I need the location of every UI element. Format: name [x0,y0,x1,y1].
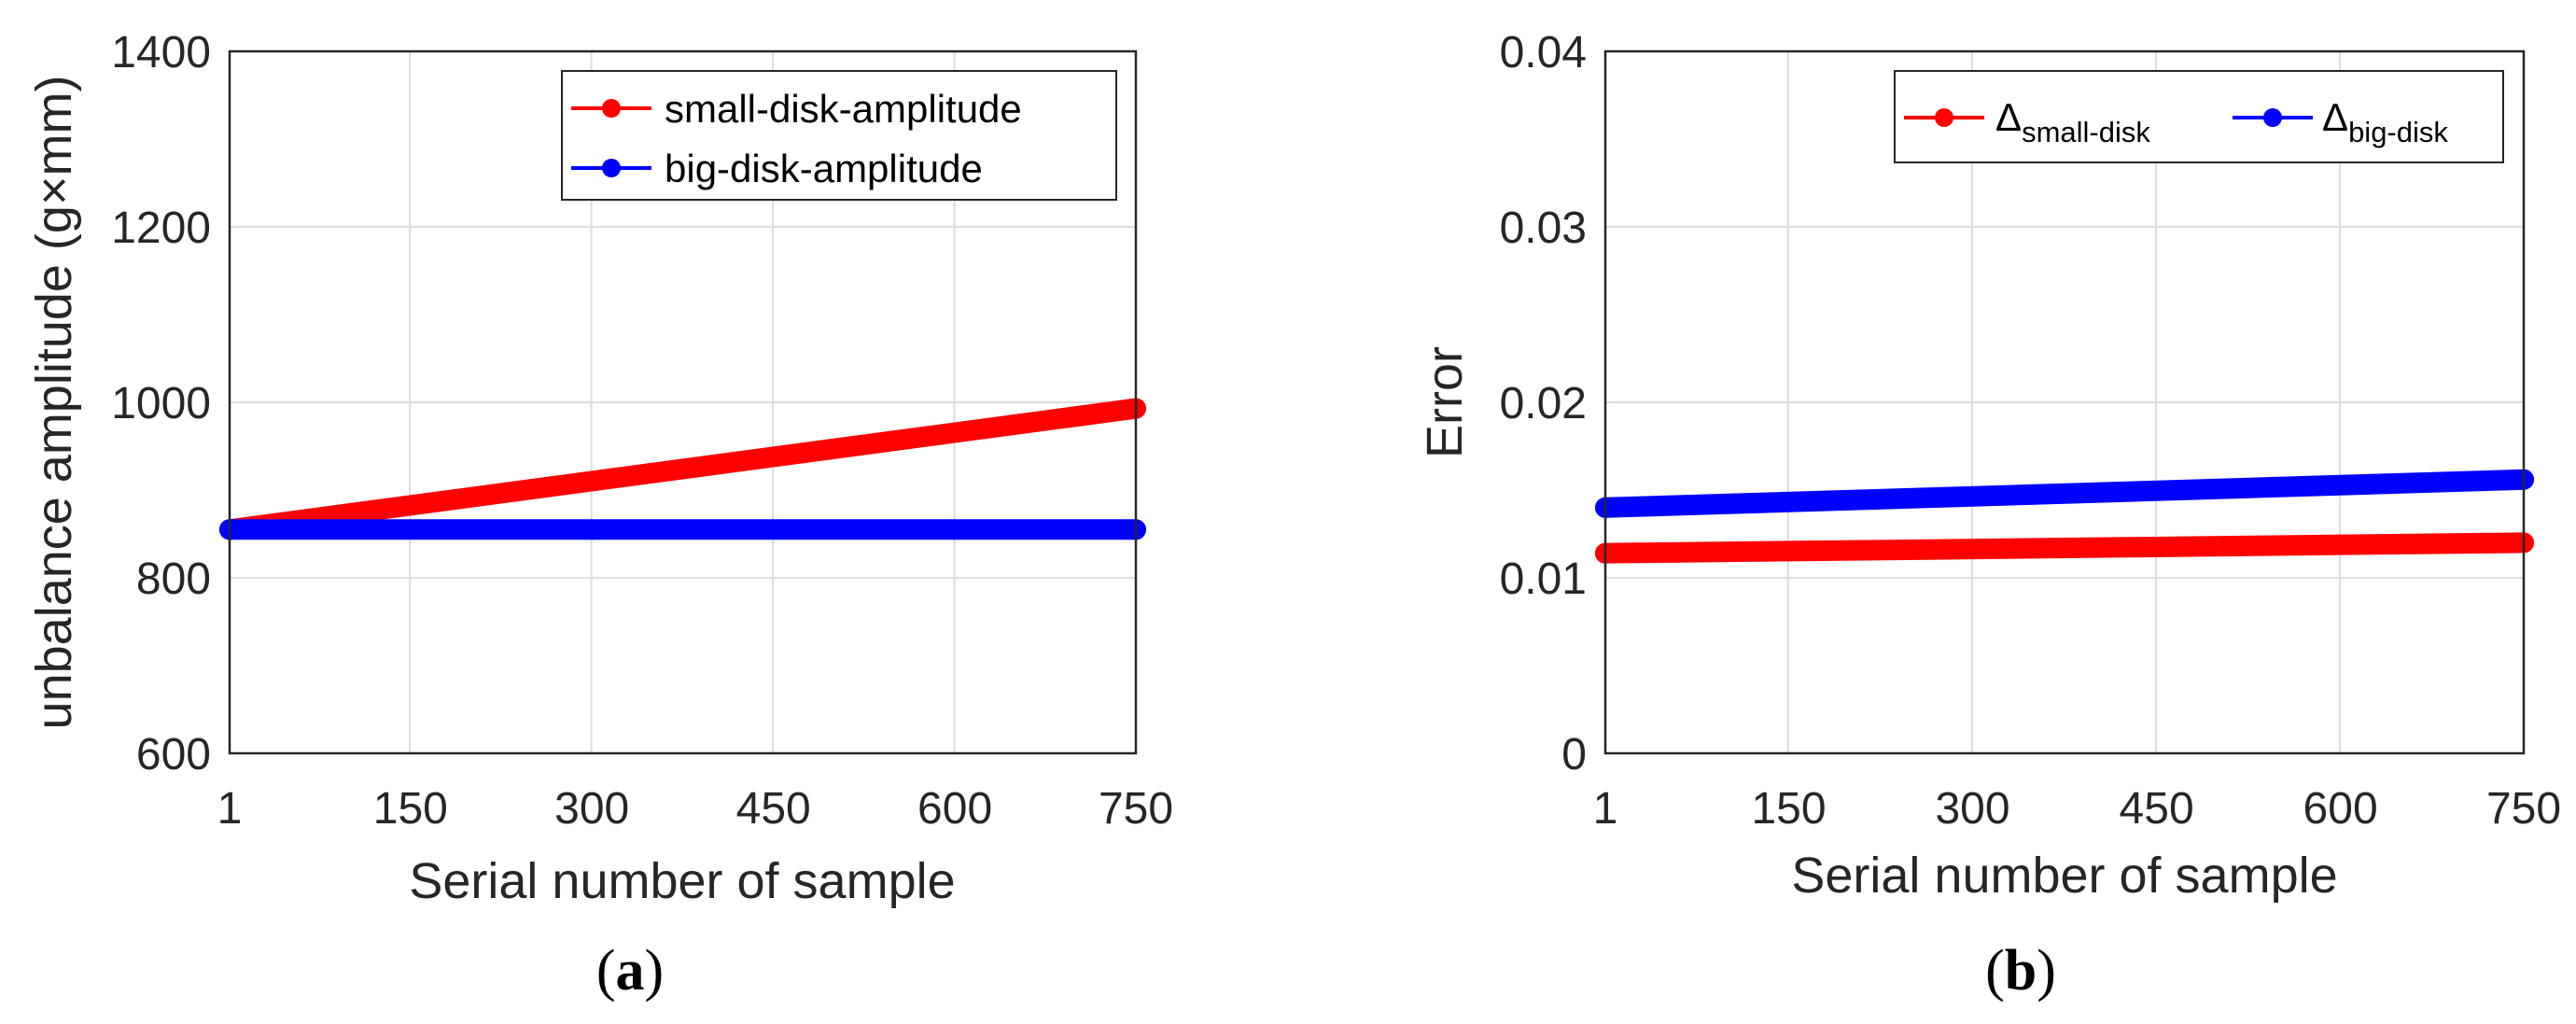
chart-a-caption: (a) [596,939,664,1003]
chart-b-ytick: 0 [1561,730,1587,779]
chart-b-series [1595,469,2534,564]
chart-a-xtick: 450 [736,784,811,834]
chart-b-ytick: 0.04 [1500,28,1587,77]
chart-a-series-line-0 [219,398,1146,540]
chart-b-axes-box [1603,49,2526,755]
chart-b-xtick: 750 [2486,784,2561,834]
chart-a-xlabel: Serial number of sample [409,853,955,909]
chart-b-ytick: 0.01 [1500,554,1587,604]
chart-b-xtick: 450 [2120,784,2194,834]
chart-a-legend-label-small-disk: small-disk-amplitude [665,87,1022,131]
chart-b-xtick: 300 [1935,784,2009,834]
chart-b-series-line-0 [1595,532,2534,564]
chart-a-xtick: 750 [1099,784,1173,834]
chart-b-xtick: 150 [1751,784,1826,834]
chart-b-legend-marker-small-disk [1935,108,1953,127]
chart-a-ytick: 1000 [111,379,211,428]
chart-a-xtick: 150 [373,784,448,834]
chart-a-series [219,398,1146,540]
chart-b-series-line-1 [1595,469,2534,518]
chart-b-legend-label-big-disk: Δbig-disk [2322,95,2448,148]
chart-a-legend-label-big-disk: big-disk-amplitude [665,147,983,190]
chart-b-legend-label-small-disk: Δsmall-disk [1995,95,2150,148]
chart-b: 0 0.01 0.02 0.03 0.04 1 150 300 450 600 … [1417,28,2561,1003]
chart-b-legend: Δsmall-disk Δbig-disk [1894,70,2504,163]
chart-a-legend-marker-small-disk [602,99,621,118]
chart-b-legend-box [1894,70,2504,163]
chart-b-xtick: 600 [2303,784,2378,834]
chart-a-xtick: 600 [917,784,992,834]
chart-a-legend: small-disk-amplitude big-disk-amplitude [561,70,1117,201]
chart-a-legend-box [561,70,1117,201]
chart-b-caption: (b) [1985,939,2056,1003]
chart-a-legend-marker-big-disk [602,159,621,177]
chart-b-legend-marker-big-disk [2263,108,2282,127]
chart-a-ytick: 1400 [111,28,211,77]
chart-a-ytick: 600 [136,730,211,779]
chart-a-xtick: 300 [554,784,629,834]
chart-b-xtick: 1 [1593,784,1618,834]
chart-b-ylabel: Error [1417,346,1473,458]
chart-a-axes-box [228,49,1138,755]
chart-b-xlabel: Serial number of sample [1791,848,2337,904]
chart-a-ytick: 800 [136,554,211,604]
chart-a-ytick: 1200 [111,203,211,253]
chart-a-ylabel: unbalance amplitude (g×mm) [26,76,82,730]
chart-a: 600 800 1000 1200 1400 1 150 300 450 600… [26,28,1173,1003]
chart-b-ytick: 0.03 [1500,203,1587,253]
chart-a-xtick: 1 [217,784,243,834]
chart-b-ytick: 0.02 [1500,379,1587,428]
